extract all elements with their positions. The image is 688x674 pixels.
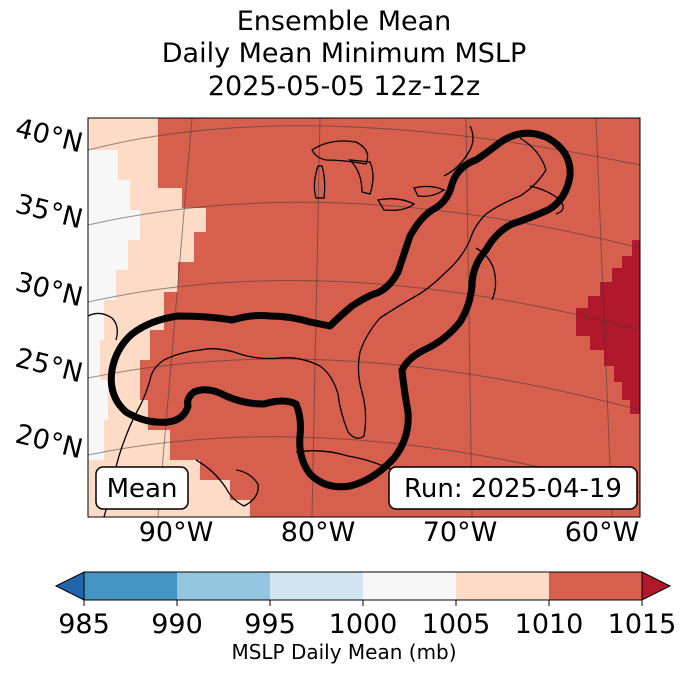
lat-label-25: 25°N xyxy=(12,343,86,390)
contour-outline xyxy=(107,129,574,491)
colorbar-tick-995: 995 xyxy=(244,609,296,640)
colorbar-tick-985: 985 xyxy=(58,609,110,640)
lon-label-70w: 70°W xyxy=(423,517,498,548)
longitude-labels: 90°W 80°W 70°W 60°W xyxy=(139,517,640,548)
lat-label-35: 35°N xyxy=(12,189,86,236)
mean-badge: Mean xyxy=(95,466,189,510)
title-line-1: Ensemble Mean xyxy=(236,6,452,37)
colorbar-under xyxy=(54,571,85,601)
title-line-3: 2025-05-05 12z-12z xyxy=(207,71,481,102)
lon-label-80w: 80°W xyxy=(281,517,356,548)
colorbar-tick-990: 990 xyxy=(151,609,203,640)
pressure-field-above-1015 xyxy=(576,240,640,414)
lat-label-40: 40°N xyxy=(12,113,86,160)
pressure-field-1000-1005 xyxy=(88,150,140,460)
colorbar-tick-1010: 1010 xyxy=(515,609,584,640)
colorbar-bin-995-1000 xyxy=(270,572,363,600)
colorbar-bin-1000-1005 xyxy=(363,572,456,600)
lat-label-20: 20°N xyxy=(12,419,86,466)
lon-label-90w: 90°W xyxy=(139,517,214,548)
colorbar: 985 990 995 1000 1005 1010 1015 xyxy=(54,571,677,640)
run-badge: Run: 2025-04-19 xyxy=(388,466,638,510)
colorbar-bin-985-990 xyxy=(84,572,177,600)
colorbar-tick-1005: 1005 xyxy=(422,609,491,640)
lon-label-60w: 60°W xyxy=(565,517,640,548)
colorbar-bin-1005-1010 xyxy=(456,572,549,600)
colorbar-tick-1015: 1015 xyxy=(608,609,677,640)
lat-label-30: 30°N xyxy=(12,267,86,314)
colorbar-over xyxy=(641,571,672,601)
colorbar-label: MSLP Daily Mean (mb) xyxy=(231,640,457,664)
run-badge-text: Run: 2025-04-19 xyxy=(404,474,622,504)
colorbar-tick-1000: 1000 xyxy=(329,609,398,640)
latitude-labels: 40°N 35°N 30°N 25°N 20°N xyxy=(12,113,86,466)
map-frame xyxy=(87,117,641,518)
title-line-2: Daily Mean Minimum MSLP xyxy=(161,38,527,69)
colorbar-bin-990-995 xyxy=(177,572,270,600)
map-area xyxy=(88,118,640,517)
mean-badge-text: Mean xyxy=(107,474,178,504)
colorbar-bin-1010-1015 xyxy=(549,572,642,600)
